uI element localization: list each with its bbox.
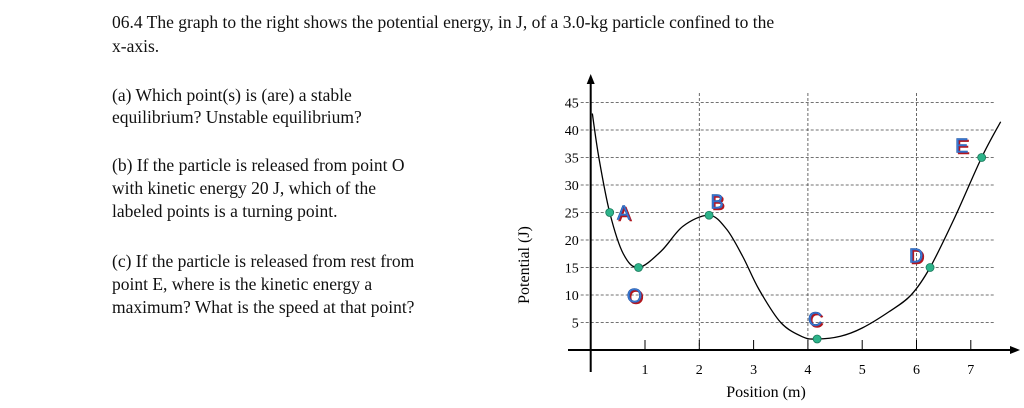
intro-line-2: x-axis.: [112, 36, 160, 56]
part-a-line-2: equilibrium? Unstable equilibrium?: [112, 107, 362, 127]
part-c-line-3: maximum? What is the speed at that point…: [112, 297, 415, 317]
x-tick-label: 4: [804, 363, 811, 378]
y-axis-arrow-icon: [586, 74, 595, 84]
y-tick-label: 5: [572, 317, 579, 332]
x-axis-arrow-icon: [1010, 346, 1020, 354]
point-b-label: B: [710, 191, 723, 213]
y-tick-label: 35: [565, 152, 579, 167]
part-c-line-1: (c) If the particle is released from res…: [112, 251, 415, 271]
x-tick-label: 7: [967, 363, 974, 378]
y-axis-label: Potential (J): [516, 226, 533, 304]
part-c-line-2: point E, where is the kinetic energy a: [112, 274, 373, 294]
part-b-line-1: (b) If the particle is released from poi…: [112, 155, 405, 175]
point-a-marker: [605, 208, 615, 217]
potential-curve: [591, 113, 1002, 340]
x-tick-label: 6: [913, 363, 920, 378]
x-tick-label: 1: [642, 363, 649, 378]
y-tick-label: 40: [565, 124, 579, 139]
point-e-label: E: [955, 136, 968, 158]
part-a-line-1: (a) Which point(s) is (are) a stable: [112, 85, 352, 105]
x-tick-label: 3: [750, 363, 757, 378]
point-c-label: C: [808, 309, 822, 331]
y-tick-label: 10: [565, 289, 579, 304]
point-o-label: O: [627, 286, 643, 308]
y-tick-label: 15: [565, 262, 579, 277]
point-d-label: D: [909, 246, 923, 268]
x-tick-label: 5: [859, 363, 866, 378]
y-tick-label: 25: [565, 207, 579, 222]
part-b-line-3: labeled points is a turning point.: [112, 201, 338, 221]
y-tick-label: 20: [565, 234, 579, 249]
part-b-line-2: with kinetic energy 20 J, which of the: [112, 178, 377, 198]
intro-line-1: 06.4 The graph to the right shows the po…: [112, 12, 775, 32]
point-a-label: A: [617, 203, 631, 225]
y-tick-label: 45: [565, 97, 579, 112]
point-b-marker: [704, 210, 714, 220]
point-e-marker: [977, 153, 987, 162]
x-axis-label: Position (m): [726, 384, 806, 401]
point-d-marker: [925, 263, 935, 272]
x-tick-label: 2: [696, 363, 703, 378]
point-o-marker: [634, 263, 643, 272]
point-c-marker: [812, 334, 822, 344]
y-tick-label: 30: [565, 179, 579, 194]
